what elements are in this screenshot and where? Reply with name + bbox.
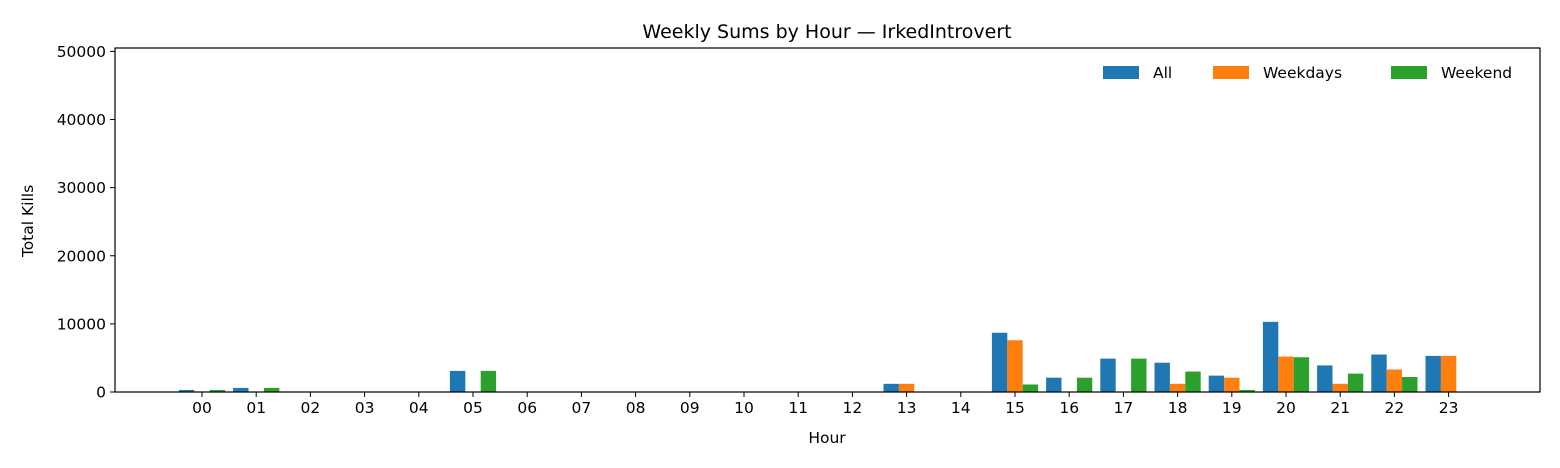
- x-tick-label: 17: [1114, 399, 1134, 417]
- legend: All Weekdays Weekend: [1103, 64, 1512, 82]
- bar-all-16: [1046, 377, 1062, 392]
- x-tick-label: 19: [1222, 399, 1242, 417]
- bar-weekend-00: [209, 389, 226, 392]
- bar-weekdays-20: [1278, 356, 1294, 392]
- x-tick-label: 15: [1005, 399, 1025, 417]
- bar-weekend-22: [1402, 377, 1418, 392]
- x-tick-label: 18: [1168, 399, 1188, 417]
- bar-weekdays-23: [1440, 355, 1457, 392]
- bar-all-23: [1425, 355, 1441, 392]
- bar-all-15: [991, 332, 1008, 392]
- y-axis-ticks: 0 10000 20000 30000 40000 50000: [57, 43, 115, 402]
- bars-layer: [178, 321, 1457, 392]
- bar-weekend-15: [1022, 384, 1039, 392]
- bar-weekend-16: [1076, 377, 1093, 392]
- x-tick-label: 06: [517, 399, 537, 417]
- bar-weekend-20: [1293, 357, 1310, 392]
- bar-all-19: [1208, 375, 1225, 392]
- bar-weekdays-19: [1224, 377, 1240, 392]
- x-axis-label: Hour: [808, 429, 846, 447]
- x-tick-label: 07: [572, 399, 592, 417]
- x-tick-label: 02: [301, 399, 321, 417]
- y-tick-label: 0: [96, 384, 106, 402]
- x-tick-label: 09: [680, 399, 700, 417]
- bar-weekdays-18: [1169, 383, 1186, 392]
- bar-weekdays-13: [898, 383, 915, 392]
- legend-swatch-weekdays: [1213, 66, 1249, 79]
- x-tick-label: 10: [734, 399, 754, 417]
- x-tick-label: 01: [246, 399, 266, 417]
- legend-label-weekdays: Weekdays: [1263, 64, 1342, 82]
- bar-weekend-01: [263, 387, 280, 392]
- x-tick-label: 21: [1330, 399, 1350, 417]
- x-tick-label: 16: [1059, 399, 1079, 417]
- y-tick-label: 10000: [57, 315, 106, 333]
- x-tick-label: 13: [897, 399, 917, 417]
- bar-all-20: [1262, 321, 1279, 392]
- chart-title: Weekly Sums by Hour — IrkedIntrovert: [642, 21, 1011, 43]
- x-tick-label: 04: [409, 399, 429, 417]
- plot-frame: [114, 47, 1541, 393]
- x-tick-label: 23: [1439, 399, 1459, 417]
- x-tick-label: 11: [788, 399, 808, 417]
- legend-swatch-all: [1103, 66, 1139, 79]
- y-tick-label: 50000: [57, 43, 106, 61]
- y-tick-label: 20000: [57, 247, 106, 265]
- x-tick-label: 00: [192, 399, 212, 417]
- bar-all-00: [178, 389, 195, 392]
- bar-weekend-05: [480, 370, 497, 392]
- x-tick-label: 20: [1276, 399, 1296, 417]
- x-tick-label: 12: [843, 399, 863, 417]
- bar-weekend-21: [1347, 373, 1364, 392]
- legend-swatch-weekend: [1391, 66, 1427, 79]
- bar-all-22: [1371, 354, 1387, 392]
- x-axis-ticks: 00 01 02 03 04 05 06 07 08 09 10 11 12 13 14 15 16 17 18 19…: [192, 392, 1458, 417]
- legend-label-all: All: [1153, 64, 1172, 82]
- y-tick-label: 30000: [57, 179, 106, 197]
- x-tick-label: 22: [1385, 399, 1405, 417]
- bar-all-21: [1317, 365, 1333, 392]
- x-tick-label: 08: [626, 399, 646, 417]
- bar-all-17: [1100, 358, 1116, 392]
- bar-weekdays-21: [1332, 383, 1348, 392]
- bar-weekend-19: [1239, 389, 1255, 392]
- x-tick-label: 05: [463, 399, 483, 417]
- bar-all-01: [233, 387, 249, 392]
- bar-all-05: [449, 370, 466, 392]
- bar-weekdays-22: [1386, 369, 1403, 392]
- bar-all-18: [1154, 362, 1170, 392]
- legend-label-weekend: Weekend: [1441, 64, 1512, 82]
- bar-weekend-18: [1185, 371, 1201, 392]
- y-axis-label: Total Kills: [19, 185, 37, 258]
- bar-weekdays-15: [1007, 340, 1023, 392]
- x-tick-label: 14: [951, 399, 971, 417]
- y-tick-label: 40000: [57, 111, 106, 129]
- bar-weekend-17: [1131, 358, 1147, 392]
- bar-all-13: [883, 383, 899, 392]
- x-tick-label: 03: [355, 399, 375, 417]
